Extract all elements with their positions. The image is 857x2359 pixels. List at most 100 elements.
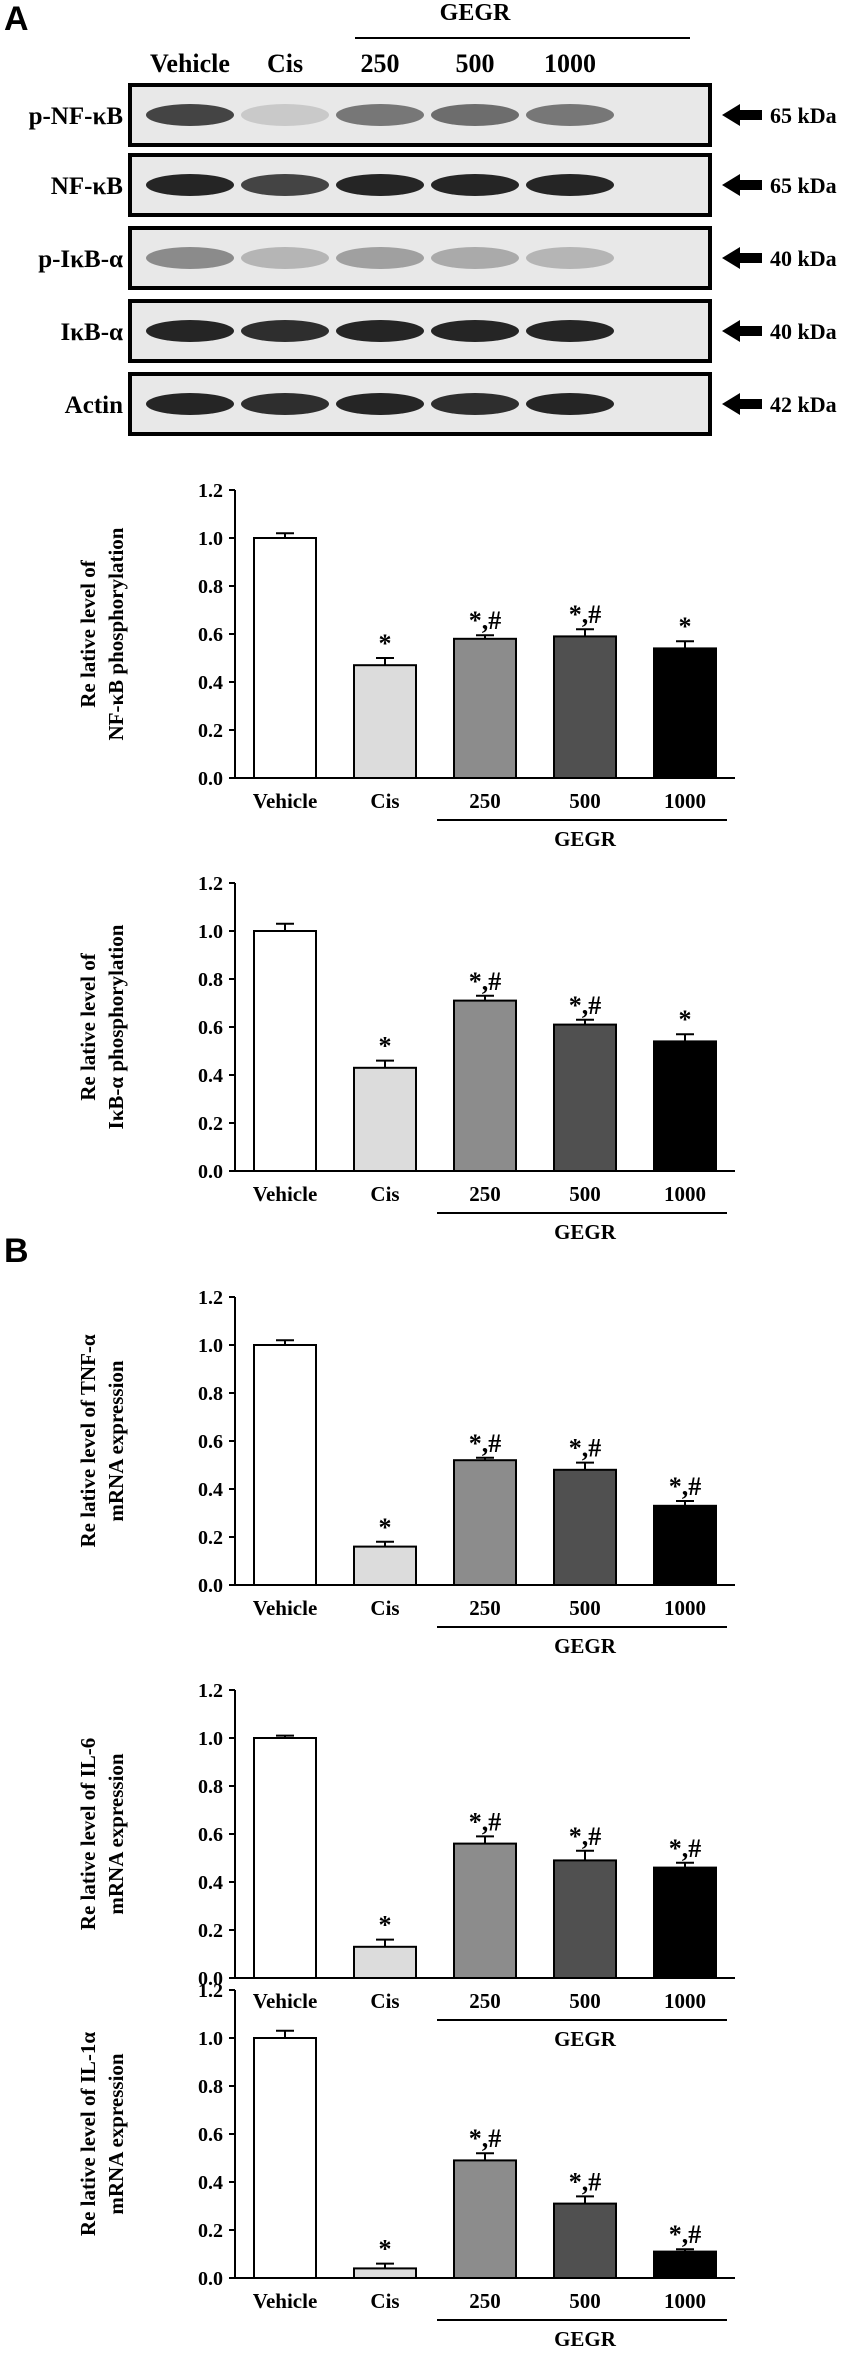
y-tick-label: 0.2 bbox=[198, 1113, 223, 1135]
bar-Vehicle bbox=[253, 537, 317, 779]
significance-label: *,# bbox=[669, 1834, 702, 1863]
lane-label-1000: 1000 bbox=[544, 49, 596, 78]
y-tick-label: 1.0 bbox=[198, 528, 223, 550]
x-tick-label-1000: 1000 bbox=[664, 789, 706, 813]
bar-500 bbox=[553, 2202, 617, 2280]
blot-band bbox=[146, 393, 234, 415]
lane-label-Cis: Cis bbox=[267, 49, 303, 78]
y-tick-label: 0.8 bbox=[198, 969, 223, 991]
bar-250 bbox=[453, 2159, 517, 2279]
blot-band bbox=[336, 393, 424, 415]
blot-band bbox=[526, 104, 614, 126]
blot-band bbox=[431, 104, 519, 126]
blot-row-label: Actin bbox=[65, 392, 123, 419]
significance-label: *,# bbox=[569, 1822, 602, 1851]
bar-250 bbox=[453, 1842, 517, 1979]
bar-1000 bbox=[653, 1504, 717, 1586]
y-axis-label: NF-κB phosphorylation bbox=[104, 527, 128, 740]
blot-size-label: 42 kDa bbox=[770, 392, 837, 417]
bar-Cis bbox=[353, 1945, 417, 1979]
y-tick-label: 0.6 bbox=[198, 1431, 223, 1453]
blot-band bbox=[336, 174, 424, 196]
significance-label: * bbox=[379, 1032, 392, 1061]
blot-band bbox=[146, 104, 234, 126]
blot-row-3: IκB-α 40 kDa bbox=[60, 299, 837, 363]
x-tick-label-250: 250 bbox=[469, 1182, 501, 1206]
bar-1000 bbox=[653, 647, 717, 779]
blot-size-label: 40 kDa bbox=[770, 319, 837, 344]
blot-band bbox=[241, 393, 329, 415]
bar-500 bbox=[553, 1023, 617, 1172]
bar-250 bbox=[453, 637, 517, 779]
blot-group-label: GEGR bbox=[440, 0, 511, 26]
y-tick-label: 1.0 bbox=[198, 2028, 223, 2050]
y-tick-label: 1.2 bbox=[198, 1980, 223, 2002]
bar-Vehicle bbox=[253, 1344, 317, 1586]
y-tick-label: 0.2 bbox=[198, 1920, 223, 1942]
bar-chart-il1a: 0.0 0.2 0.4 0.6 0.8 1.0 1.2 Re lative level of … bbox=[76, 1980, 735, 2350]
y-tick-label: 0.4 bbox=[198, 1872, 223, 1894]
significance-label: *,# bbox=[569, 2167, 602, 2196]
y-tick-label: 0.4 bbox=[198, 672, 223, 694]
bar-Vehicle bbox=[253, 1737, 317, 1979]
blot-band bbox=[146, 174, 234, 196]
y-tick-label: 0.4 bbox=[198, 1065, 223, 1087]
x-tick-label-250: 250 bbox=[469, 789, 501, 813]
x-tick-label-Vehicle: Vehicle bbox=[253, 1989, 318, 2013]
lane-label-250: 250 bbox=[361, 49, 400, 78]
y-axis-label: Re lative level of IL-6 bbox=[76, 1738, 100, 1930]
arrow-icon bbox=[722, 174, 762, 196]
bar-chart-p-nfkb: 0.0 0.2 0.4 0.6 0.8 1.0 1.2 Re lative level of N… bbox=[76, 480, 735, 850]
blot-box bbox=[128, 226, 712, 290]
bar-500 bbox=[553, 635, 617, 779]
significance-label: *,# bbox=[569, 1434, 602, 1463]
blot-row-label: p-IκB-α bbox=[38, 246, 123, 273]
bar-chart-p-ikba: 0.0 0.2 0.4 0.6 0.8 1.0 1.2 Re lative level of I… bbox=[76, 873, 735, 1243]
y-axis-label: mRNA expression bbox=[104, 1360, 128, 1522]
blot-band bbox=[241, 320, 329, 342]
lane-label-Vehicle: Vehicle bbox=[150, 49, 230, 78]
x-tick-label-1000: 1000 bbox=[664, 1596, 706, 1620]
significance-label: *,# bbox=[669, 1472, 702, 1501]
bar-Vehicle bbox=[253, 930, 317, 1172]
x-tick-label-500: 500 bbox=[569, 2289, 601, 2313]
significance-label: * bbox=[379, 629, 392, 658]
x-tick-label-250: 250 bbox=[469, 2289, 501, 2313]
significance-label: *,# bbox=[469, 1429, 502, 1458]
x-tick-label-250: 250 bbox=[469, 1989, 501, 2013]
y-tick-label: 1.2 bbox=[198, 1287, 223, 1309]
blot-band bbox=[241, 104, 329, 126]
blot-band bbox=[241, 174, 329, 196]
y-tick-label: 0.6 bbox=[198, 624, 223, 646]
y-axis-label: Re lative level of bbox=[76, 952, 100, 1101]
bar-chart-tnfa: 0.0 0.2 0.4 0.6 0.8 1.0 1.2 Re lative level of … bbox=[76, 1287, 735, 1657]
blot-size-label: 40 kDa bbox=[770, 246, 837, 271]
group-label: GEGR bbox=[554, 2027, 617, 2050]
x-tick-label-500: 500 bbox=[569, 1989, 601, 2013]
y-tick-label: 0.6 bbox=[198, 1824, 223, 1846]
y-tick-label: 0.8 bbox=[198, 1776, 223, 1798]
significance-label: *,# bbox=[569, 600, 602, 629]
bar-Cis bbox=[353, 2267, 417, 2279]
y-tick-label: 1.2 bbox=[198, 1680, 223, 1702]
blot-band bbox=[526, 247, 614, 269]
y-tick-label: 0.4 bbox=[198, 1479, 223, 1501]
y-tick-label: 0.8 bbox=[198, 576, 223, 598]
blot-band bbox=[526, 174, 614, 196]
y-tick-label: 0.6 bbox=[198, 1017, 223, 1039]
x-tick-label-Cis: Cis bbox=[370, 1596, 399, 1620]
x-tick-label-Cis: Cis bbox=[370, 789, 399, 813]
panel-label-b: B bbox=[4, 1232, 29, 1270]
blot-band bbox=[431, 174, 519, 196]
significance-label: *,# bbox=[469, 967, 502, 996]
bar-Cis bbox=[353, 1066, 417, 1172]
blot-band bbox=[241, 247, 329, 269]
significance-label: *,# bbox=[469, 1807, 502, 1836]
blot-band bbox=[336, 320, 424, 342]
bar-chart-il6: 0.0 0.2 0.4 0.6 0.8 1.0 1.2 Re lative level of … bbox=[76, 1680, 735, 2050]
y-axis-label: mRNA expression bbox=[104, 1753, 128, 1915]
bar-500 bbox=[553, 1468, 617, 1586]
arrow-icon bbox=[722, 247, 762, 269]
blot-row-1: NF-κB 65 kDa bbox=[51, 153, 837, 217]
arrow-icon bbox=[722, 320, 762, 342]
